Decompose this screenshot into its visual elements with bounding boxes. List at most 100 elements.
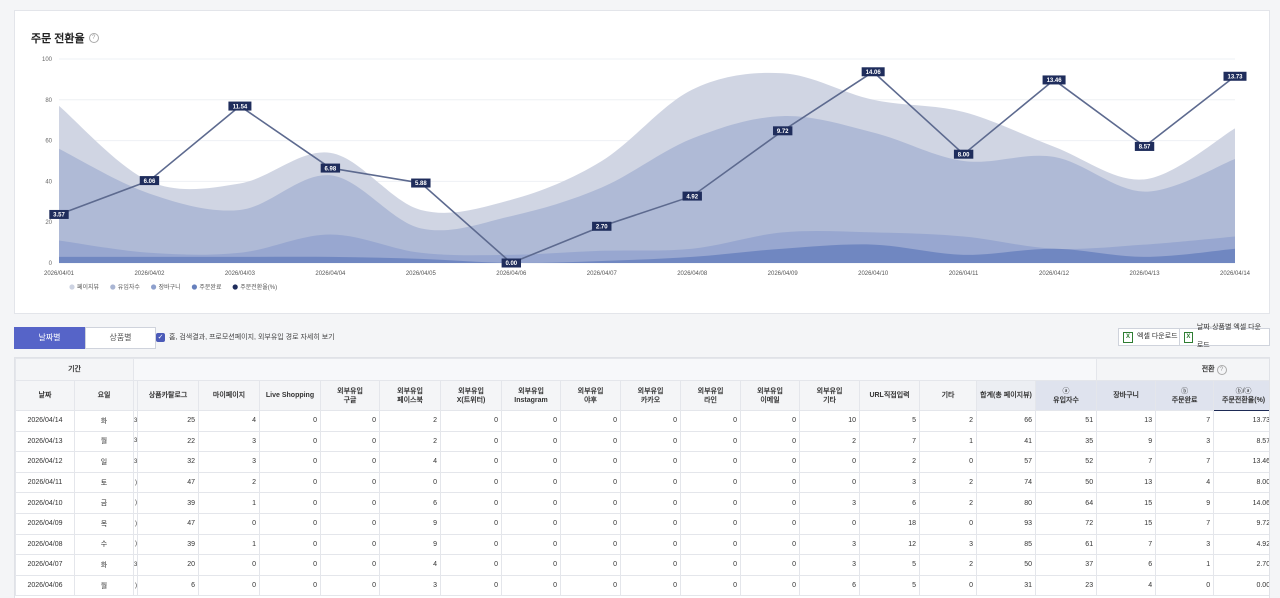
excel-download-button[interactable]: X 엑셀 다운로드 — [1118, 328, 1185, 346]
cell-inflow: 23 — [1035, 574, 1098, 597]
header-ext-google-line1: 외부유입 — [337, 387, 363, 395]
tab-by-product[interactable]: 상품별 — [85, 327, 156, 349]
excel-download-by-product-label: 날짜·상품별 엑셀 다운로드 — [1196, 324, 1262, 349]
cell-rate: 0.00 — [1213, 574, 1269, 597]
legend-marker — [232, 284, 238, 290]
cell-ext-kakao: 0 — [620, 451, 682, 473]
cell-total: 74 — [976, 471, 1037, 494]
cell-cart: 7 — [1096, 533, 1157, 556]
cell-ext-x: 0 — [440, 533, 503, 556]
cell-order: 7 — [1155, 410, 1215, 432]
cell-etc: 2 — [919, 554, 978, 576]
cell-inflow: 61 — [1035, 533, 1098, 556]
cell-ext-line: 0 — [680, 492, 742, 514]
cell-rate: 2.70 — [1213, 554, 1269, 576]
cell-ext-etc: 2 — [799, 430, 861, 453]
conversion-chart: 0 20 40 60 80 100 2026/04/01 2026/04/02 2026/04/… — [42, 57, 1251, 291]
table-controls: 날짜별 상품별 ✓ 홈, 검색결과, 프로모션페이지, 외부유입 경로 자세히 … — [14, 324, 1270, 349]
data-label: 8.00 — [958, 152, 970, 158]
cell-ext-instagram: 0 — [501, 492, 562, 514]
x-tick-label: 2026/04/09 — [768, 271, 799, 277]
cell-ext-email: 0 — [740, 512, 801, 535]
cell-ext-kakao: 0 — [620, 554, 682, 576]
cell-etc: 0 — [919, 451, 978, 473]
cell-ext-line: 0 — [680, 451, 742, 473]
cell-ext-google: 0 — [320, 574, 381, 597]
cell-total: 41 — [976, 430, 1037, 453]
cell-day: 토 — [73, 471, 135, 494]
cell-ext-facebook: 0 — [379, 471, 442, 494]
cell-order: 0 — [1155, 574, 1215, 597]
header-group-conversion-label: 전환 — [1201, 365, 1215, 373]
legend-label: 페이지뷰 — [77, 283, 100, 291]
header-ext-line-line2: 라인 — [704, 396, 717, 404]
tab-by-date[interactable]: 날짜별 — [14, 327, 85, 349]
cell-ext-instagram: 0 — [501, 512, 562, 535]
cell-ext-instagram: 0 — [501, 430, 562, 453]
header-cart: 장바구니 — [1096, 380, 1157, 411]
help-icon[interactable]: ? — [88, 33, 99, 43]
cell-live: 0 — [259, 410, 322, 432]
cell-ext-google: 0 — [320, 492, 381, 514]
cell-inflow: 37 — [1035, 554, 1098, 576]
cell-date: 2026/04/14 — [15, 410, 75, 432]
cell-date: 2026/04/06 — [15, 574, 75, 597]
cell-mypage: 4 — [198, 410, 261, 432]
x-tick-label: 2026/04/10 — [858, 271, 889, 277]
excel-download-by-product-button[interactable]: X 날짜·상품별 엑셀 다운로드 — [1179, 324, 1270, 349]
header-total: 합계(총 페이지뷰) — [976, 380, 1037, 411]
cell-day: 금 — [73, 492, 135, 514]
cell-ext-yahoo: 0 — [560, 430, 622, 453]
header-ext-kakao-line1: 외부유입 — [637, 387, 664, 395]
cell-ext-etc: 0 — [799, 512, 861, 535]
cell-ext-kakao: 0 — [620, 492, 682, 514]
header-catalog: 상품카탈로그 — [137, 380, 200, 411]
help-icon[interactable]: ? — [1216, 364, 1227, 375]
cell-date: 2026/04/12 — [15, 451, 75, 473]
cell-ext-etc: 10 — [799, 410, 861, 432]
y-tick-label: 0 — [49, 261, 53, 267]
excel-download-label: 엑셀 다운로드 — [1137, 333, 1178, 340]
header-ext-line: 외부유입 라인 — [680, 380, 742, 411]
cell-ext-yahoo: 0 — [560, 471, 622, 494]
data-label: 2.70 — [596, 224, 608, 230]
cell-ext-facebook: 3 — [379, 574, 442, 597]
cell-ext-x: 0 — [440, 410, 503, 432]
cell-ext-etc: 3 — [799, 492, 861, 514]
data-label: 5.88 — [415, 181, 427, 187]
cell-etc: 2 — [919, 471, 978, 494]
cell-catalog: 20 — [137, 554, 200, 576]
cell-ext-kakao: 0 — [620, 533, 682, 556]
cell-ext-google: 0 — [320, 410, 381, 432]
header-ext-instagram-line1: 외부유입 — [518, 387, 544, 395]
cell-ext-google: 0 — [320, 533, 381, 556]
checkbox-checked-icon[interactable]: ✓ — [156, 332, 165, 342]
cell-inflow: 51 — [1035, 410, 1098, 432]
cell-rate: 9.72 — [1213, 512, 1269, 535]
cell-ext-kakao: 0 — [620, 574, 682, 597]
cell-ext-instagram: 0 — [501, 451, 562, 473]
header-group-source — [133, 358, 1098, 381]
cell-ext-x: 0 — [440, 512, 503, 535]
header-date[interactable]: 날짜 — [15, 380, 75, 411]
header-inflow: ⓐ 유입자수 — [1035, 380, 1098, 411]
cell-order: 3 — [1155, 430, 1215, 453]
cell-live: 0 — [259, 512, 322, 535]
cell-ext-instagram: 0 — [501, 554, 562, 576]
cell-ext-facebook: 2 — [379, 430, 442, 453]
header-ext-x: 외부유입 X(트위터) — [440, 380, 503, 411]
cell-ext-x: 0 — [440, 492, 503, 514]
y-tick-label: 40 — [45, 179, 52, 185]
legend-marker — [151, 284, 157, 290]
data-label: 6.98 — [325, 166, 337, 172]
header-day: 요일 — [73, 380, 135, 411]
x-tick-label: 2026/04/02 — [134, 271, 165, 277]
data-label-bg — [1042, 75, 1066, 85]
cell-day: 수 — [73, 533, 135, 556]
table-row: 2026/04/14 화 3 25 4 0 0 2 0 0 0 0 0 0 10 5 2 66 51 13 7 13.73 — [15, 410, 1269, 432]
detail-path-checkbox[interactable]: ✓ 홈, 검색결과, 프로모션페이지, 외부유입 경로 자세히 보기 — [156, 332, 335, 342]
cell-ext-yahoo: 0 — [560, 533, 622, 556]
data-label: 13.73 — [1227, 74, 1243, 80]
cell-ext-email: 0 — [740, 471, 801, 494]
cell-url-direct: 5 — [859, 554, 921, 576]
